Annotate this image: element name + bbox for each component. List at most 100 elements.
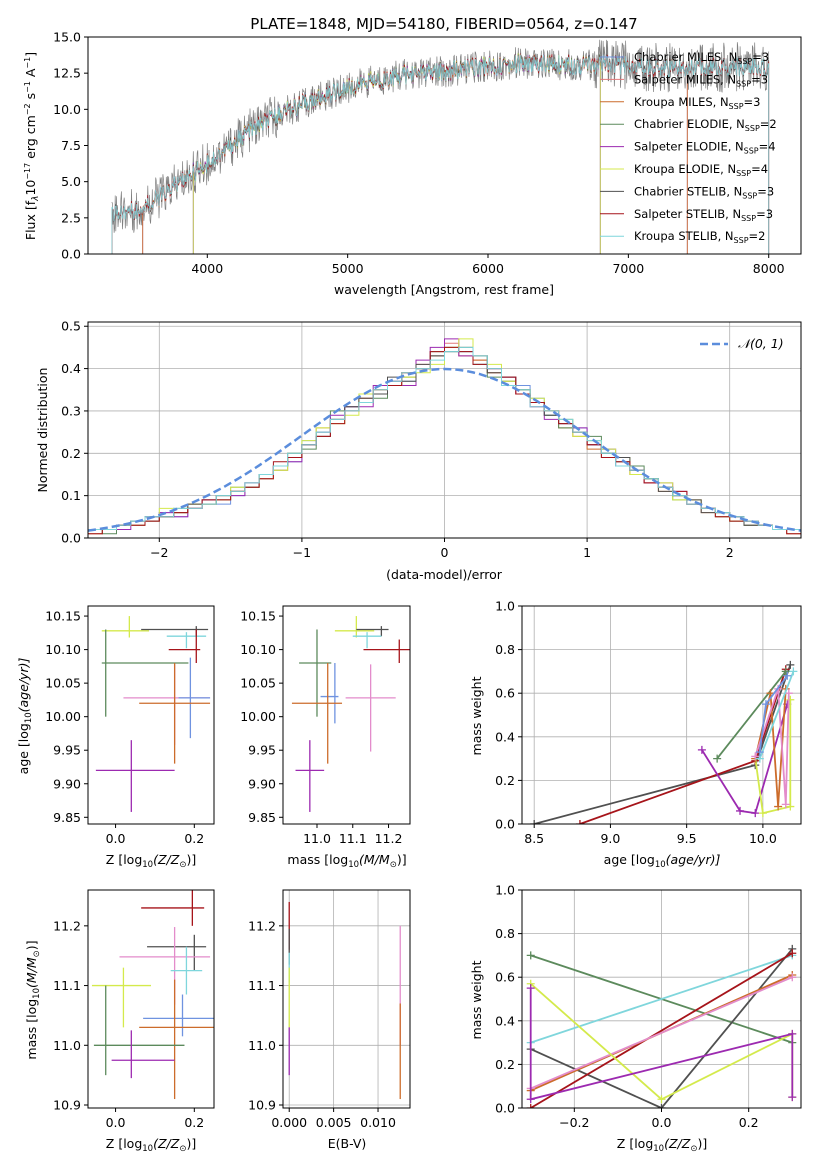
point-marker <box>526 951 535 960</box>
point-marker <box>786 660 795 669</box>
axes-frame <box>87 36 802 255</box>
residual-panel-plot <box>88 322 801 538</box>
x-axis-label: E(B-V) <box>328 1136 367 1151</box>
age-mass-panel: 11.0 11.1 11.2 9.85 9.90 9.95 10.00 10.05 10.10 1… <box>240 605 411 870</box>
normal-curve <box>88 367 801 532</box>
x-tick-label: 8000 <box>753 261 785 276</box>
massweight-z-panel-plot <box>522 890 801 1108</box>
y-tick-label: 10.15 <box>45 609 81 624</box>
y-tick-label: 5.0 <box>61 174 81 189</box>
point-marker <box>530 820 539 824</box>
y-axis-label: Flux [fλ10−17 erg cm−2 s−1 A−1] <box>23 52 41 240</box>
point-marker <box>783 671 792 680</box>
y-tick-label: 11.0 <box>248 1038 276 1053</box>
x-axis-label: mass [log10(M/M⊙)] <box>287 852 406 870</box>
series-line <box>754 699 792 815</box>
point-marker <box>781 667 790 676</box>
mass-z-panel: 0.0 0.2 10.9 11.0 11.1 11.2 Z [log10(Z/Z⊙)] mas… <box>24 889 215 1154</box>
point-marker <box>713 754 722 763</box>
axes-frame <box>282 889 411 1109</box>
y-axis-label: age [log10(age/yr)] <box>16 658 34 775</box>
y-tick-label: 0.3 <box>61 403 81 418</box>
point-marker <box>788 949 797 958</box>
axes-frame <box>521 889 802 1109</box>
model-spectrum-line <box>192 53 601 254</box>
y-tick-label: 11.2 <box>248 918 276 933</box>
x-tick-label: 4000 <box>191 261 223 276</box>
y-axis-label: mass weight <box>469 676 484 755</box>
y-tick-label: 7.5 <box>61 138 81 153</box>
x-axis-label: (data-model)/error <box>386 567 503 582</box>
point-marker <box>751 752 760 761</box>
point-marker <box>526 1095 535 1104</box>
y-tick-label: 0.0 <box>495 817 515 832</box>
x-axis-label: Z [log10(Z/Z⊙)] <box>617 1136 707 1154</box>
spectrum-panel: 0.0 2.5 5.0 7.5 10.0 12.5 15.0 4000 5000 6000 7000… <box>23 30 802 297</box>
histogram-step <box>88 346 801 538</box>
point-marker <box>755 748 764 757</box>
x-tick-label: 11.2 <box>375 831 403 846</box>
point-marker <box>788 973 797 982</box>
x-tick-label: 11.1 <box>339 831 367 846</box>
point-marker <box>575 820 584 824</box>
y-tick-label: 9.90 <box>248 776 276 791</box>
x-tick-label: 0.2 <box>184 831 204 846</box>
legend-label: Kroupa STELIB, NSSP=2 <box>634 229 765 245</box>
y-axis-label: mass [log10(M/M⊙)] <box>24 940 42 1059</box>
x-tick-label: 5000 <box>332 261 364 276</box>
series-line <box>716 670 787 760</box>
x-tick-label: 0.0 <box>106 1115 126 1130</box>
y-tick-label: 0.2 <box>495 773 515 788</box>
x-axis-label: age [log10(age/yr)] <box>604 852 721 870</box>
y-tick-label: 0.5 <box>61 319 81 334</box>
x-tick-label: 0 <box>441 545 449 560</box>
x-tick-label: 0.005 <box>316 1115 352 1130</box>
y-axis-label: mass weight <box>469 960 484 1039</box>
y-tick-label: 1.0 <box>495 599 515 614</box>
axes-frame <box>521 605 802 825</box>
figure-title: PLATE=1848, MJD=54180, FIBERID=0564, z=0… <box>250 15 637 33</box>
y-tick-label: 0.8 <box>495 926 515 941</box>
x-tick-label: 0.2 <box>739 1115 759 1130</box>
axes-frame <box>87 605 215 825</box>
y-tick-label: 10.10 <box>45 642 81 657</box>
point-marker <box>789 667 798 676</box>
y-tick-label: 10.00 <box>240 709 276 724</box>
axes-frame <box>282 605 411 825</box>
point-marker <box>774 802 783 811</box>
series-line <box>758 671 795 759</box>
y-tick-label: 0.4 <box>61 361 81 376</box>
y-tick-label: 9.95 <box>53 743 81 758</box>
massweight-age-panel-plot <box>522 606 801 824</box>
residual-panel: 0.0 0.1 0.2 0.3 0.4 0.5 −2 −1 0 1 2 𝒩(0, 1) (data-mo… <box>35 319 802 582</box>
point-marker <box>526 1104 535 1108</box>
series-line <box>533 664 792 824</box>
x-tick-label: 8.5 <box>524 831 544 846</box>
y-tick-label: 9.90 <box>53 776 81 791</box>
y-tick-label: 12.5 <box>53 66 81 81</box>
legend-label: Kroupa ELODIE, NSSP=4 <box>634 162 768 178</box>
age-z-panel-plot <box>95 616 211 812</box>
y-tick-label: 11.0 <box>53 1038 81 1053</box>
x-tick-label: 0.010 <box>360 1115 396 1130</box>
point-marker <box>751 809 760 818</box>
x-tick-label: 0.2 <box>184 1115 204 1130</box>
legend-label: Salpeter ELODIE, NSSP=4 <box>634 140 776 156</box>
series-line <box>754 688 790 805</box>
y-tick-label: 0.6 <box>495 970 515 985</box>
age-mass-panel-plot <box>291 616 410 812</box>
point-marker <box>761 700 770 709</box>
point-marker <box>657 1104 666 1108</box>
y-tick-label: 0.1 <box>61 488 81 503</box>
y-tick-label: 10.00 <box>45 709 81 724</box>
point-marker <box>657 1095 666 1104</box>
x-axis-label: Z [log10(Z/Z⊙)] <box>106 852 196 870</box>
legend-label: 𝒩(0, 1) <box>738 336 784 351</box>
y-tick-label: 9.85 <box>248 810 276 825</box>
y-tick-label: 10.05 <box>240 676 276 691</box>
y-tick-label: 0.0 <box>61 531 81 546</box>
x-tick-label: 2 <box>726 545 734 560</box>
mass-ebv-panel-plot <box>283 890 410 1108</box>
y-tick-label: 9.95 <box>248 743 276 758</box>
